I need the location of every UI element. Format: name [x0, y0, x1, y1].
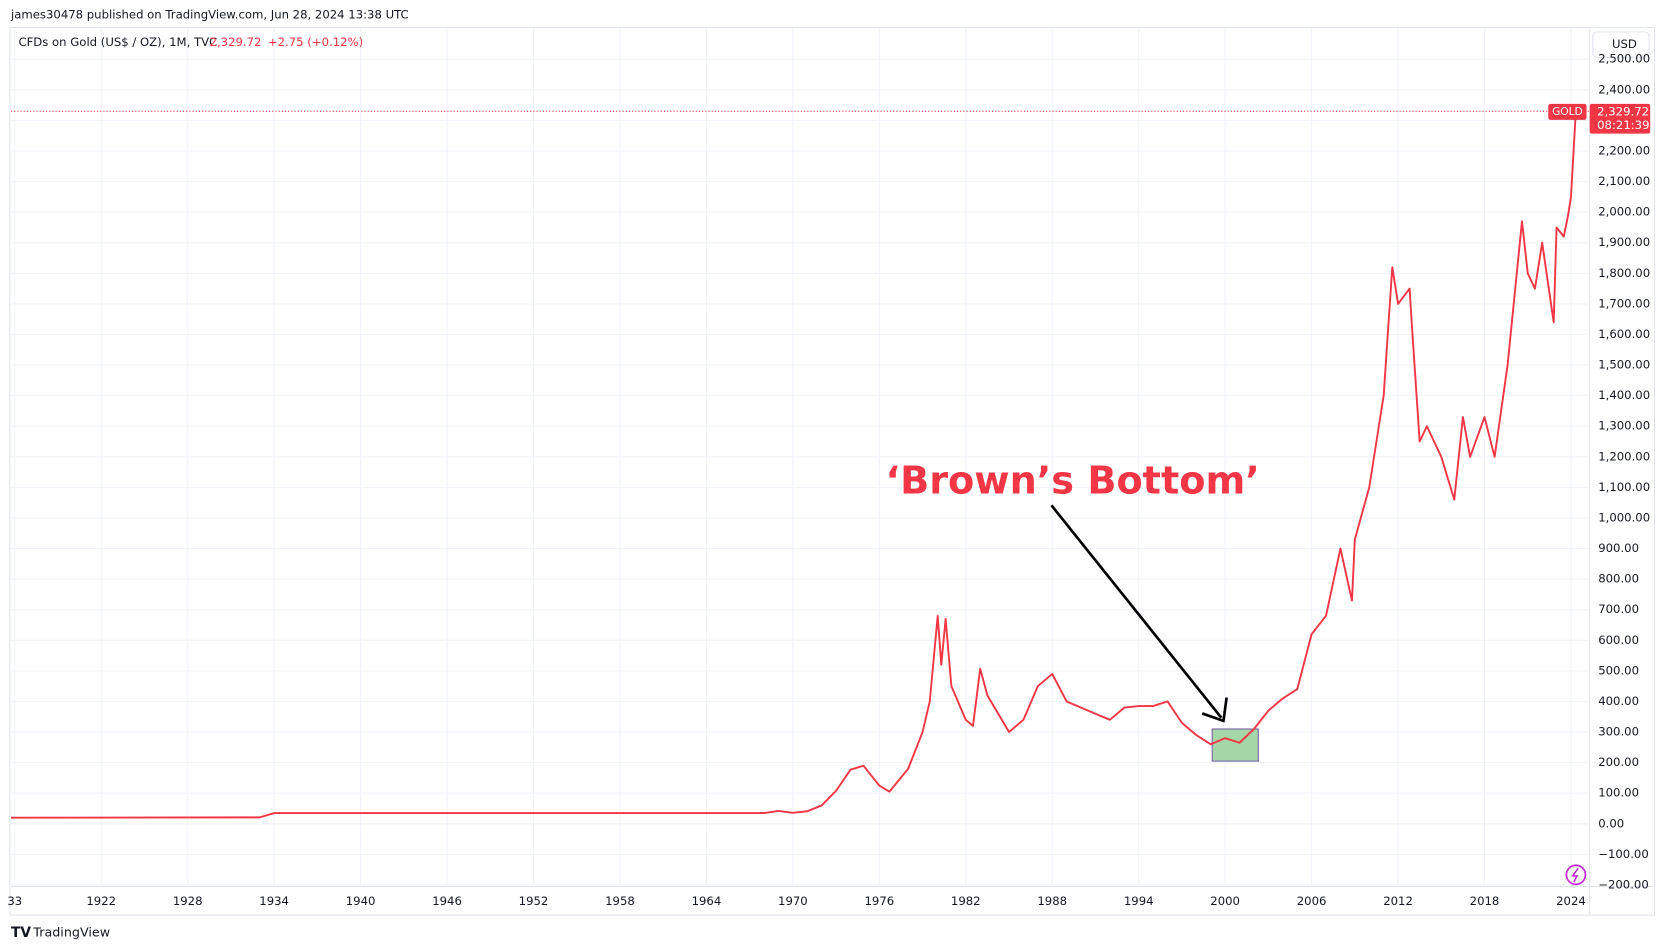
x-tick-label: 1994	[1124, 894, 1154, 908]
y-tick-label: 2,200.00	[1598, 143, 1650, 157]
price-tag	[1589, 103, 1651, 134]
y-tick-label: 2,500.00	[1598, 52, 1650, 66]
y-tick-label: 600.00	[1598, 633, 1639, 647]
y-tick-label: 2,400.00	[1598, 82, 1650, 96]
tv-logo: TV	[11, 925, 31, 941]
x-tick-label: 1970	[778, 894, 808, 908]
y-tick-label: 1,100.00	[1598, 480, 1650, 494]
lightning-icon[interactable]	[1565, 864, 1587, 886]
countdown-label: 08:21:39	[1597, 118, 1649, 132]
y-tick-label: 1,700.00	[1598, 296, 1650, 310]
y-tick-label: 1,400.00	[1598, 388, 1650, 402]
x-tick-label: 1976	[864, 894, 894, 908]
y-tick-label: 0.00	[1598, 816, 1624, 830]
y-tick-label: 1,600.00	[1598, 327, 1650, 341]
x-tick-label: 2012	[1383, 894, 1413, 908]
symbol-legend: CFDs on Gold (US$ / OZ), 1M, TVC	[18, 35, 217, 49]
arrow-shaft	[1050, 504, 1223, 719]
axes: −200.00 −100.00 0.00 100.00 200.00 300.00 400.…	[7, 52, 1651, 908]
plot	[11, 110, 1590, 819]
y-tick-label: 300.00	[1598, 725, 1639, 739]
y-tick-label: −100.00	[1598, 847, 1649, 861]
y-tick-label: 1,800.00	[1598, 266, 1650, 280]
x-tick-label: 1964	[692, 894, 722, 908]
x-tick-label: 1952	[519, 894, 549, 908]
x-tick-label: 1958	[605, 894, 635, 908]
lightning-bolt	[1571, 867, 1579, 883]
x-tick-label: 2024	[1556, 894, 1586, 908]
x-tick-label: 1940	[346, 894, 376, 908]
ticker-label: GOLD	[1552, 105, 1583, 118]
y-tick-label: 800.00	[1598, 572, 1639, 586]
price-tag-label: 2,329.72	[1597, 104, 1649, 118]
x-tick-label: 1922	[86, 894, 116, 908]
price-line	[11, 111, 1579, 819]
currency-label[interactable]: USD	[1612, 37, 1637, 51]
y-tick-label: 200.00	[1598, 755, 1639, 769]
chart-frame	[9, 27, 1656, 916]
footer-brand: TradingView	[32, 926, 110, 941]
y-tick-label: 1,000.00	[1598, 510, 1650, 524]
y-tick-label: 1,500.00	[1598, 358, 1650, 372]
grid	[11, 28, 1590, 887]
y-tick-label: 2,100.00	[1598, 174, 1650, 188]
y-tick-label: 1,900.00	[1598, 235, 1650, 249]
ticker-tag	[1548, 103, 1587, 120]
arrow-head	[1201, 697, 1228, 723]
x-tick-label: 2000	[1210, 894, 1240, 908]
annotation: ‘Brown’s Bottom’	[886, 460, 1260, 504]
highlight-box	[1211, 728, 1259, 762]
y-tick-label: 500.00	[1598, 663, 1639, 677]
currency-button[interactable]	[1592, 31, 1650, 58]
published-note: james30478 published on TradingView.com,…	[10, 7, 409, 21]
x-tick-label: 1982	[951, 894, 981, 908]
y-tick-label: 2,000.00	[1598, 205, 1650, 219]
x-tick-label: 2018	[1470, 894, 1500, 908]
legend-price: 2,329.72	[210, 35, 262, 49]
x-tick-label: 2006	[1297, 894, 1327, 908]
y-tick-label: 700.00	[1598, 602, 1639, 616]
y-tick-label: 1,200.00	[1598, 449, 1650, 463]
y-tick-label: 900.00	[1598, 541, 1639, 555]
x-tick-label: 1946	[432, 894, 462, 908]
y-tick-label: 100.00	[1598, 786, 1639, 800]
legend-change: +2.75 (+0.12%)	[268, 35, 363, 49]
y-tick-label: −200.00	[1598, 877, 1649, 891]
x-tick-label: 1934	[259, 894, 289, 908]
x-tick-label: 1988	[1037, 894, 1067, 908]
x-tick-label: 33	[7, 894, 22, 908]
y-tick-label: 1,300.00	[1598, 419, 1650, 433]
y-tick-label: 400.00	[1598, 694, 1639, 708]
x-tick-label: 1928	[173, 894, 203, 908]
